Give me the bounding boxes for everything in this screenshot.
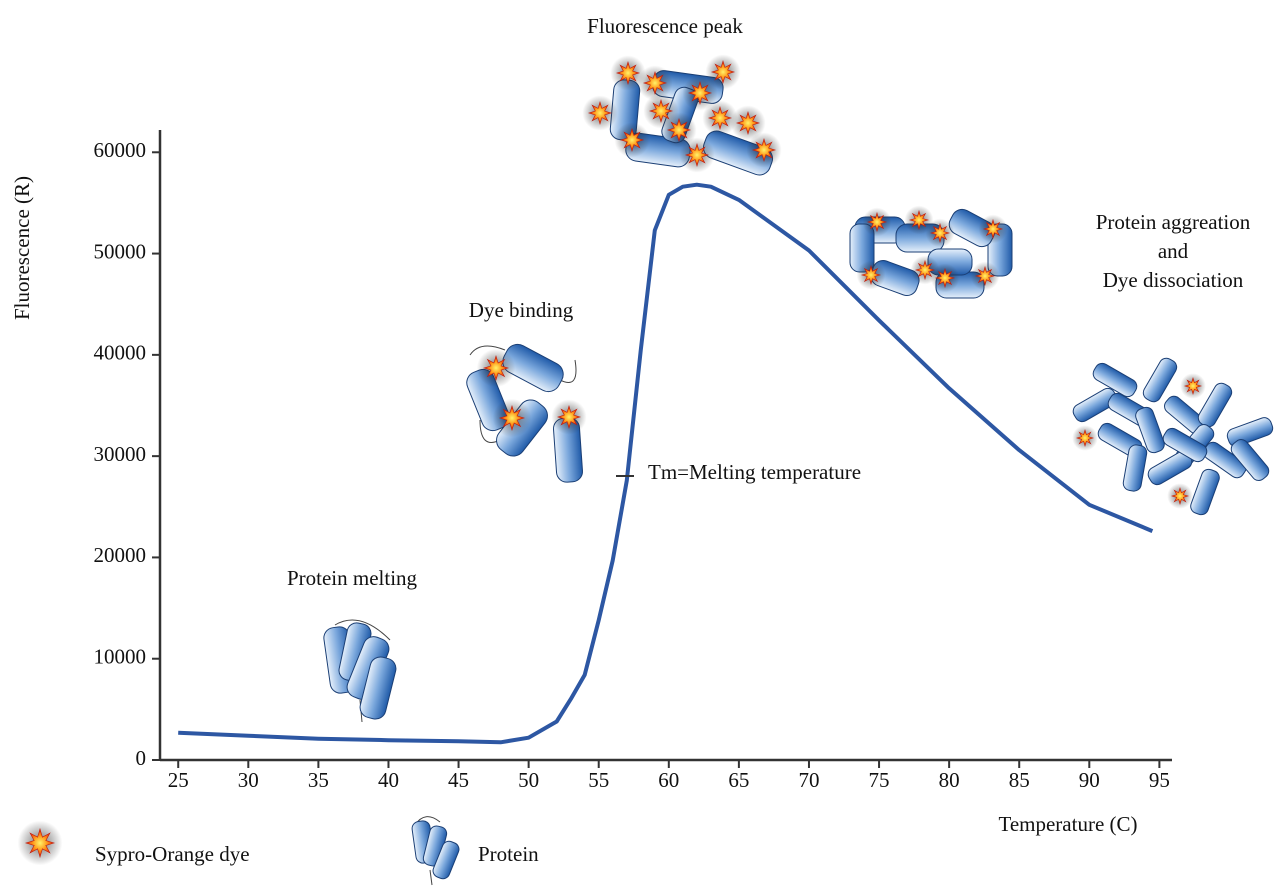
dye-star xyxy=(712,61,734,83)
dye-star xyxy=(500,406,524,430)
y-axis-label: Fluorescence (R) xyxy=(10,176,34,320)
dye-star xyxy=(984,220,1002,238)
annotation: Protein melting xyxy=(287,566,418,590)
dye-star xyxy=(484,356,508,380)
x-tick-label: 35 xyxy=(308,768,329,792)
dye-star xyxy=(621,129,643,151)
dye-star xyxy=(931,224,949,242)
y-tick-label: 10000 xyxy=(94,645,147,669)
x-tick-label: 45 xyxy=(448,768,469,792)
dye-star xyxy=(1172,488,1188,504)
y-tick-label: 0 xyxy=(136,746,147,770)
dye-star xyxy=(1077,430,1093,446)
dye-star xyxy=(686,144,708,166)
x-tick-label: 80 xyxy=(939,768,960,792)
x-axis-label: Temperature (C) xyxy=(998,812,1137,836)
dye-star xyxy=(709,107,731,129)
x-tick-label: 65 xyxy=(728,768,749,792)
dye-star xyxy=(910,211,928,229)
y-tick-label: 60000 xyxy=(94,138,147,162)
dye-star xyxy=(976,267,994,285)
dye-star xyxy=(668,119,690,141)
annotation: Dye dissociation xyxy=(1103,268,1244,292)
chart: Temperature (C) Fluorescence (R) 25 30 35 4… xyxy=(0,0,1277,886)
dye-star xyxy=(753,139,775,161)
annotation: Protein aggreation xyxy=(1096,210,1251,234)
protein-helix xyxy=(1225,416,1274,449)
x-tick-label: 60 xyxy=(658,768,679,792)
y-tick-label: 20000 xyxy=(94,543,147,567)
dye-star xyxy=(862,266,880,284)
dye-star xyxy=(617,62,639,84)
dye-star xyxy=(558,406,580,428)
protein-helix xyxy=(1189,467,1222,516)
dye-star xyxy=(644,72,666,94)
x-tick-label: 25 xyxy=(168,768,189,792)
x-tick-label: 95 xyxy=(1149,768,1170,792)
x-tick-label: 55 xyxy=(588,768,609,792)
dye-star xyxy=(868,213,886,231)
annotation: Tm=Melting temperature xyxy=(648,460,861,484)
x-tick-label: 30 xyxy=(238,768,259,792)
dye-star xyxy=(1185,378,1201,394)
dye-star xyxy=(737,112,759,134)
x-tick-label: 75 xyxy=(869,768,890,792)
dye-star xyxy=(589,102,611,124)
annotation: and xyxy=(1158,239,1189,263)
legend-label: Protein xyxy=(478,842,539,866)
x-tick-label: 50 xyxy=(518,768,539,792)
annotation: Fluorescence peak xyxy=(587,14,743,38)
y-tick-label: 30000 xyxy=(94,442,147,466)
dye-star xyxy=(689,82,711,104)
dye-star xyxy=(26,829,54,857)
annotation: Dye binding xyxy=(469,298,574,322)
x-tick-label: 85 xyxy=(1009,768,1030,792)
x-tick-label: 70 xyxy=(798,768,819,792)
dye-star xyxy=(936,269,954,287)
y-tick-label: 50000 xyxy=(94,239,147,263)
x-tick-label: 40 xyxy=(378,768,399,792)
x-tick-label: 90 xyxy=(1079,768,1100,792)
y-tick-label: 40000 xyxy=(94,341,147,365)
legend-label: Sypro-Orange dye xyxy=(95,842,250,866)
